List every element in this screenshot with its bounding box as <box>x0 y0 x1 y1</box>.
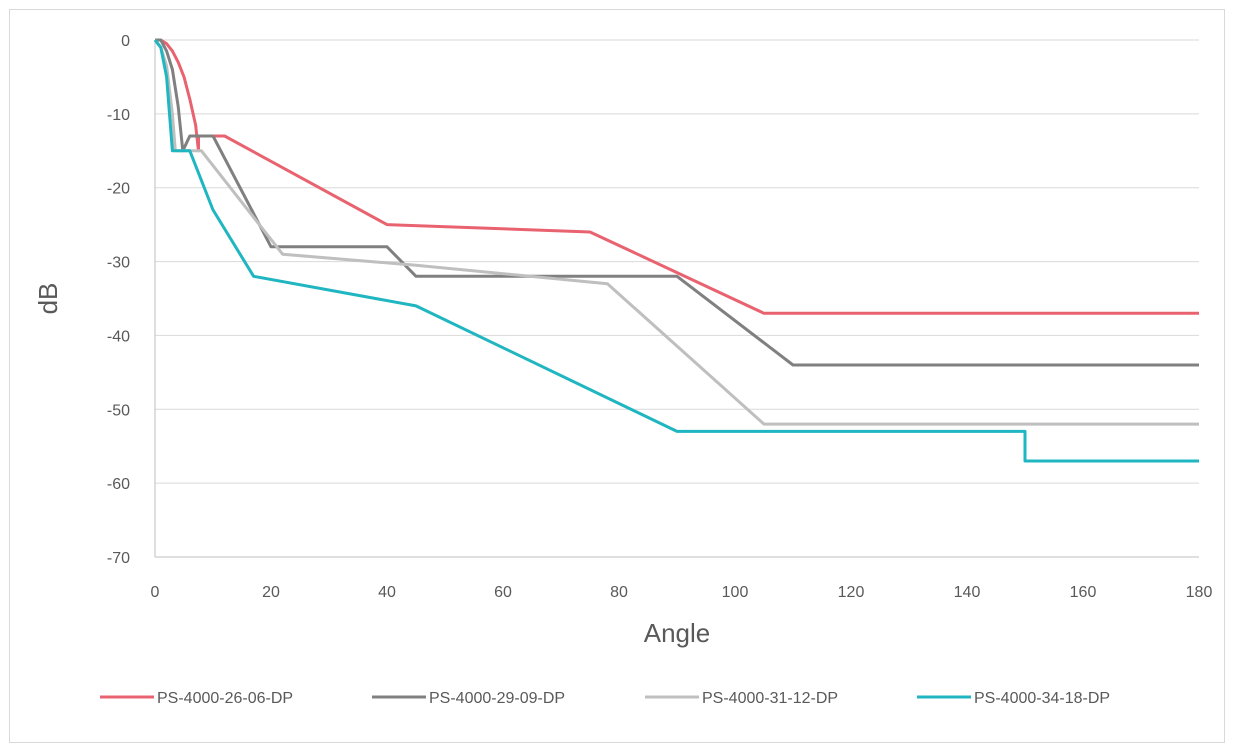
y-tick-label: 0 <box>121 33 130 50</box>
y-tick-label: -50 <box>107 402 130 419</box>
series-line-4 <box>153 39 1199 463</box>
x-tick-label: 120 <box>838 584 865 601</box>
gridlines <box>155 39 1199 484</box>
legend-label: PS-4000-31-12-DP <box>702 690 838 707</box>
chart-frame <box>9 9 1225 743</box>
legend-label: PS-4000-26-06-DP <box>157 690 293 707</box>
tick-labels: 0 -10 -20 -30 -40 -50 -60 -70 0 20 40 60 80 100 120 140… <box>107 33 1213 601</box>
series-lines <box>153 38 1199 463</box>
x-tick-label: 100 <box>722 584 749 601</box>
x-axis-title: Angle <box>644 618 711 648</box>
y-tick-label: -20 <box>107 181 130 198</box>
x-tick-label: 20 <box>262 584 280 601</box>
x-tick-label: 80 <box>610 584 628 601</box>
x-tick-label: 0 <box>151 584 160 601</box>
y-tick-label: -60 <box>107 476 130 493</box>
x-tick-label: 40 <box>378 584 396 601</box>
axes <box>154 40 1199 558</box>
y-tick-label: -70 <box>107 550 130 567</box>
y-axis-title: dB <box>33 283 63 315</box>
y-tick-label: -40 <box>107 328 130 345</box>
legend-label: PS-4000-34-18-DP <box>974 690 1110 707</box>
x-tick-label: 180 <box>1186 584 1213 601</box>
x-tick-label: 160 <box>1070 584 1097 601</box>
series-line-2 <box>155 38 1199 367</box>
x-tick-label: 140 <box>954 584 981 601</box>
y-tick-label: -10 <box>107 107 130 124</box>
series-line-1 <box>155 38 1199 315</box>
y-tick-label: -30 <box>107 255 130 272</box>
legend-label: PS-4000-29-09-DP <box>429 690 565 707</box>
legend: PS-4000-26-06-DP PS-4000-29-09-DP PS-4000-… <box>100 690 1110 707</box>
x-tick-label: 60 <box>494 584 512 601</box>
